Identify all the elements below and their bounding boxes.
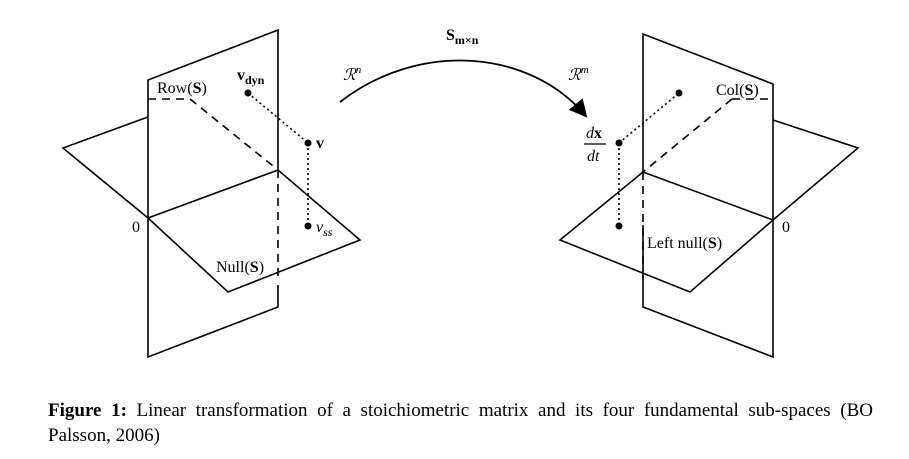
- vdyn-label: vdyn: [237, 67, 265, 87]
- left-subspaces: [61, 28, 362, 359]
- codomain-space-label: ℛm: [568, 64, 589, 84]
- col-plane-bottom: [642, 220, 774, 359]
- col-plane-top: [642, 32, 774, 220]
- vdyn-to-v-dotted: [247, 92, 309, 144]
- left-null-plane: [772, 119, 860, 221]
- vdyn-point: [244, 89, 252, 97]
- null-space-label: Null(S): [216, 259, 264, 276]
- figure-caption: Figure 1: Linear transformation of a sto…: [48, 398, 873, 448]
- row-plane-top: [147, 28, 279, 218]
- svg-text:dx: dx: [586, 125, 602, 142]
- vss-label: vss: [316, 219, 333, 239]
- null-plane-front: [147, 169, 362, 293]
- vss-point: [304, 222, 312, 230]
- v-point: [304, 139, 312, 147]
- mapping-arrow: [339, 59, 588, 118]
- subspace-diagram: Row(S) Null(S) 0 vdyn v vss ℛn Sm×n: [61, 27, 860, 359]
- row-space-label: Row(S): [157, 80, 207, 97]
- left-null-plane-front: [558, 171, 774, 293]
- caption-label: Figure 1:: [48, 400, 127, 421]
- svg-text:dt: dt: [587, 148, 600, 165]
- matrix-label: Sm×n: [446, 27, 479, 47]
- right-origin-label: 0: [782, 219, 790, 236]
- col-diag-dash: [642, 98, 733, 173]
- caption-text: Linear transformation of a stoichiometri…: [48, 400, 873, 446]
- v-label: v: [316, 135, 324, 152]
- dxdt-label: dx dt: [584, 125, 606, 165]
- null-plane: [61, 116, 149, 219]
- domain-space-label: ℛn: [343, 64, 362, 84]
- dxdt-point: [615, 139, 623, 147]
- row-plane-bottom: [147, 218, 279, 359]
- row-diag-dash: [189, 98, 279, 171]
- col-point: [675, 89, 683, 97]
- leftnull-point: [615, 222, 623, 230]
- left-origin-label: 0: [132, 219, 140, 236]
- column-space-label: Col(S): [716, 82, 759, 99]
- left-null-space-label: Left null(S): [647, 235, 722, 252]
- right-subspaces: [558, 32, 860, 359]
- dxdt-to-col-dotted: [618, 92, 680, 144]
